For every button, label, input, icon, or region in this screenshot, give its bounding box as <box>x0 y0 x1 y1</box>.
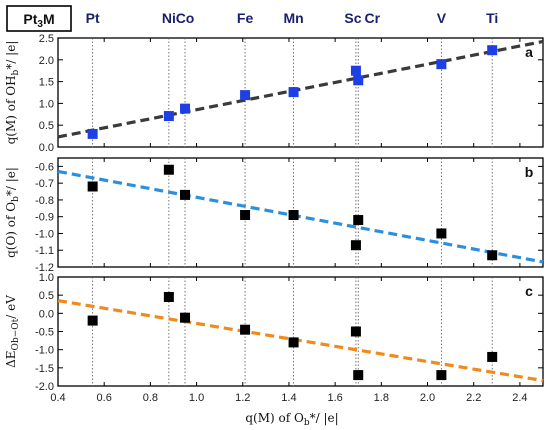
y-tick-label: 2.5 <box>39 33 54 45</box>
x-tick-label: 2.4 <box>512 392 527 404</box>
metal-label-mn: Mn <box>283 10 303 26</box>
metal-label-pt: Pt <box>86 10 100 26</box>
data-point <box>180 312 191 323</box>
data-point <box>288 337 299 348</box>
metal-label-co: Co <box>176 10 195 26</box>
metal-label-ti: Ti <box>486 10 498 26</box>
x-tick-label: 0.6 <box>97 392 112 404</box>
panel-frame <box>57 157 544 268</box>
y-tick-label: -0.5 <box>35 327 54 339</box>
data-point <box>487 351 498 362</box>
x-tick-label: 1.8 <box>374 392 389 404</box>
data-point <box>350 65 361 76</box>
panel-letter: c <box>525 283 533 299</box>
panel-c: 1.0 0.5 0.0 -0.5 -1.0 -1.5 -2.0 c ΔEOb−Ot/ eV <box>4 272 544 393</box>
compound-label: Pt3M <box>23 11 54 30</box>
panel-letter: a <box>525 44 533 60</box>
y-tick-label: -1.0 <box>35 345 54 357</box>
data-point <box>436 59 447 70</box>
x-tick-label: 2.2 <box>466 392 481 404</box>
metal-labels: Pt Ni Co Fe Mn Sc Cr V Ti <box>86 10 499 26</box>
data-point <box>353 215 364 226</box>
x-tick-label: 1.0 <box>189 392 204 404</box>
y-tick-label: -1.0 <box>35 228 54 240</box>
data-point <box>353 370 364 381</box>
fit-line <box>57 39 544 139</box>
data-point <box>240 210 251 221</box>
y-axis-label: q(M) of OHb*/ |e| <box>4 41 21 145</box>
y-tick-label: -1.5 <box>35 363 54 375</box>
panel-a: 0.0 0.5 1.0 1.5 2.0 2.5 a q(M) of OHb*/ |e| <box>4 33 544 154</box>
fit-line <box>57 299 544 383</box>
y-tick-label: -0.8 <box>35 195 54 207</box>
panel-frame <box>57 37 544 148</box>
metal-label-v: V <box>437 10 447 26</box>
x-tick-label: 0.8 <box>143 392 158 404</box>
panel-letter: b <box>525 164 534 180</box>
data-point <box>163 111 174 122</box>
data-point <box>288 87 299 98</box>
x-axis-label: q(M) of Ob*/ |e| <box>245 411 338 428</box>
y-tick-label: -0.9 <box>35 212 54 224</box>
x-tick-label: 1.2 <box>235 392 250 404</box>
y-tick-label: 0.5 <box>39 120 54 132</box>
data-point <box>87 181 98 192</box>
data-point <box>163 164 174 175</box>
y-tick-label: 1.0 <box>39 98 54 110</box>
fit-line <box>57 169 544 264</box>
data-point <box>163 291 174 302</box>
data-point <box>240 324 251 335</box>
y-tick-label: -0.6 <box>35 161 54 173</box>
y-axis-label: ΔEOb−Ot/ eV <box>4 295 21 368</box>
x-tick-label: 1.6 <box>327 392 342 404</box>
y-axis-label: q(O) of Ob*/ |e| <box>4 167 21 258</box>
y-tick-label: -2.0 <box>35 381 54 393</box>
y-tick-label: 2.0 <box>39 55 54 67</box>
panels: 0.0 0.5 1.0 1.5 2.0 2.5 a q(M) of OHb*/ |e| -0.6… <box>4 33 544 393</box>
data-point <box>487 45 498 56</box>
y-tick-label: 1.5 <box>39 77 54 89</box>
data-point <box>436 370 447 381</box>
y-tick-label: 0.0 <box>39 308 54 320</box>
metal-label-cr: Cr <box>364 10 380 26</box>
data-point <box>436 228 447 239</box>
x-tick-label: 1.4 <box>281 392 296 404</box>
y-tick-label: 0.0 <box>39 142 54 154</box>
panel-b: -0.6 -0.7 -0.8 -0.9 -1.0 -1.1 -1.2 b q(O) of Ob*… <box>4 157 544 274</box>
data-point <box>180 103 191 114</box>
data-point <box>350 240 361 251</box>
data-point <box>353 75 364 86</box>
y-tick-label: 1.0 <box>39 272 54 284</box>
compound-label-box: Pt3M <box>6 5 72 32</box>
data-point <box>288 210 299 221</box>
panel-frame <box>57 276 544 387</box>
y-tick-label: -0.7 <box>35 178 54 190</box>
y-tick-label: 0.5 <box>39 290 54 302</box>
metal-label-sc: Sc <box>344 10 361 26</box>
y-tick-label: -1.2 <box>35 262 54 274</box>
x-tick-label: 0.4 <box>50 392 65 404</box>
data-point <box>87 315 98 326</box>
data-point <box>240 90 251 101</box>
data-point <box>487 250 498 261</box>
data-point <box>180 189 191 200</box>
data-point <box>87 128 98 139</box>
data-point <box>350 326 361 337</box>
x-tick-label: 2.0 <box>420 392 435 404</box>
metal-label-ni: Ni <box>162 10 176 26</box>
metal-label-fe: Fe <box>237 10 254 26</box>
x-axis: 0.4 0.6 0.8 1.0 1.2 1.4 1.6 1.8 2.0 2.2 2.4 <box>50 392 527 404</box>
y-tick-label: -1.1 <box>35 245 54 257</box>
